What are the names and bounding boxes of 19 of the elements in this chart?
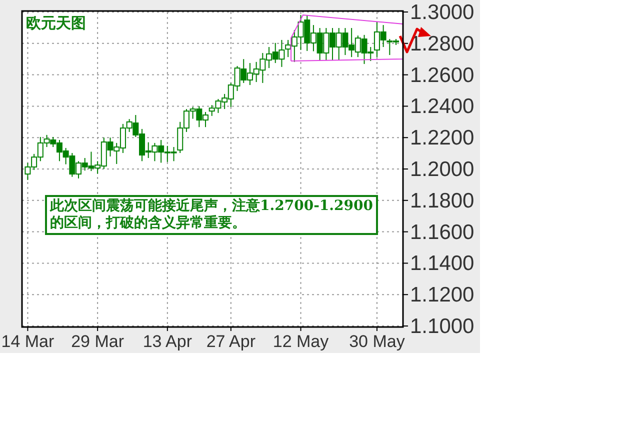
y-tick-label: 1.1400	[410, 252, 474, 276]
y-tick-label: 1.2400	[410, 95, 474, 118]
x-tick-label: 14 Mar	[1, 332, 54, 351]
y-tick-label: 1.1200	[410, 284, 474, 307]
chart-title: 欧元天图	[26, 14, 86, 33]
x-tick-label: 12 May	[272, 332, 330, 351]
x-tick-label: 30 May	[349, 332, 406, 351]
x-tick-label: 29 Mar	[71, 332, 124, 351]
y-tick-label: 1.2000	[410, 158, 474, 181]
x-tick-label: 27 Apr	[206, 332, 256, 351]
y-tick-label: 1.2200	[410, 126, 474, 150]
y-tick-label: 1.1800	[410, 189, 474, 212]
y-tick-label: 1.2600	[410, 64, 474, 87]
y-tick-label: 1.3000	[410, 1, 474, 24]
y-tick-label: 1.1600	[410, 220, 474, 244]
y-tick-label: 1.2800	[410, 32, 474, 56]
y-tick-label: 1.1000	[410, 315, 474, 338]
x-tick-label: 13 Apr	[142, 332, 192, 351]
annotation: 此次区间震荡可能接近尾声，注意1.2700-1.2900的区间，打破的含义异常重要。	[45, 195, 378, 235]
